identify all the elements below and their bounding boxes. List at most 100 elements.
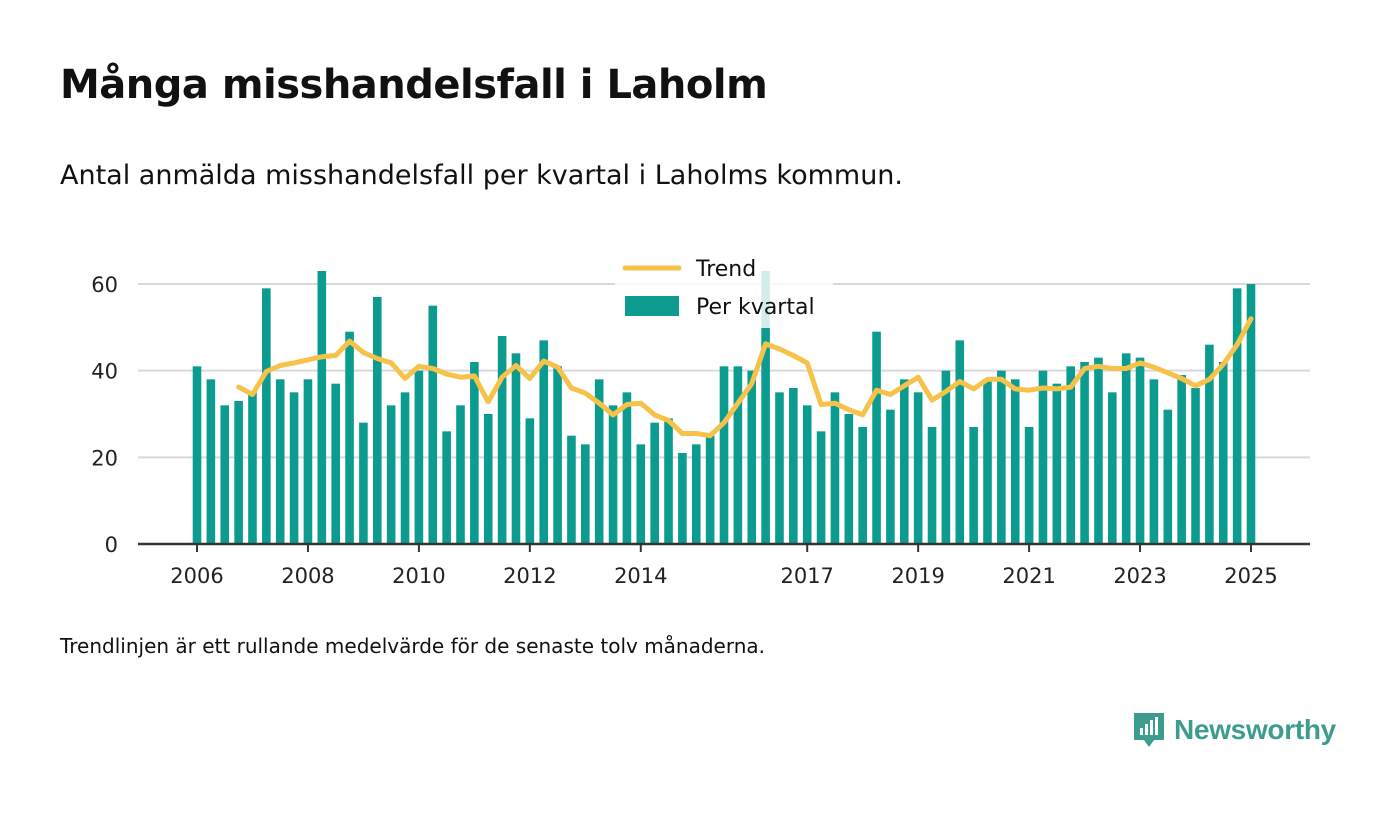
y-tick-label: 40 [91,360,118,384]
x-tick-label: 2023 [1113,564,1166,588]
chart-title: Många misshandelsfall i Laholm [60,62,768,108]
bar [1163,409,1173,544]
bar [872,331,881,544]
bar [789,388,798,544]
bar [553,366,562,544]
bar [1205,344,1214,544]
bar [470,362,479,544]
bar [567,435,576,544]
legend: Trend Per kvartal [615,250,833,328]
legend-trend-label: Trend [695,257,756,282]
bar [525,418,535,544]
bar [317,271,327,544]
trend-footnote: Trendlinjen är ett rullande medelvärde f… [60,634,766,658]
bar [1246,284,1256,544]
bar [581,444,590,544]
legend-bar-swatch [625,296,679,316]
bar [761,271,770,544]
bar [248,392,257,544]
y-tick-label: 60 [91,273,118,297]
bar [511,353,521,544]
bar [234,401,243,544]
bar [428,305,438,544]
bar [913,392,923,544]
bar [830,392,840,544]
x-tick-label: 2025 [1224,564,1277,588]
bar-series [192,271,1256,544]
brand-name: Newsworthy [1174,714,1336,745]
bar [691,444,701,544]
bar [1024,427,1034,544]
trend-line [236,316,1254,439]
bar [372,297,382,544]
bar [1191,388,1200,544]
bar [359,422,368,544]
brand-logo[interactable]: Newsworthy [1132,710,1336,750]
bar [1218,362,1228,544]
bar [331,383,340,544]
bar [345,331,354,544]
bar [275,379,285,544]
x-tick-label: 2008 [281,564,334,588]
bar [844,414,854,544]
bar [386,405,396,544]
x-tick-label: 2014 [614,564,667,588]
bar [747,370,757,544]
bar [1149,379,1159,544]
bar [303,379,313,544]
bar [414,370,424,544]
x-tick-label: 2010 [392,564,445,588]
bar [997,370,1006,544]
bar [983,379,992,544]
bar [1094,357,1103,544]
bar [1135,357,1145,544]
bar [220,405,230,544]
bar [1066,366,1076,544]
bar [927,427,937,544]
bar [1108,392,1117,544]
y-tick-label: 20 [91,446,118,470]
bar [1038,370,1048,544]
x-tick-label: 2012 [503,564,556,588]
bar [1177,375,1186,544]
x-tick-label: 2017 [780,564,833,588]
x-tick-label: 2019 [891,564,944,588]
bar [955,340,965,544]
bar [733,366,743,544]
bar [969,427,978,544]
bar [1052,383,1062,544]
bar [1232,288,1242,544]
bar [622,392,632,544]
bar [594,379,604,544]
bar [289,392,299,544]
bar [608,405,618,544]
bar [678,453,687,544]
bar [802,405,812,544]
bar [899,379,909,544]
chart: 0 20 40 60 2006 2008 2010 2012 2014 2017 2019 2021… [91,250,1310,588]
newsworthy-logo-icon [1134,713,1164,747]
bar [705,435,715,544]
bar [775,392,784,544]
bar [816,431,826,544]
bar [483,414,493,544]
bar [206,379,216,544]
bar [262,288,271,544]
bar [858,427,867,544]
bar [400,392,410,544]
x-tick-label: 2021 [1002,564,1055,588]
y-tick-label: 0 [105,533,118,557]
bar [886,409,895,544]
bar [497,336,507,544]
bar [192,366,202,544]
bar [1080,362,1089,544]
bar [650,422,659,544]
bar [941,370,951,544]
bar [539,340,549,544]
bar [636,444,646,544]
bar [1121,353,1131,544]
y-axis-ticks: 0 20 40 60 [91,273,118,557]
chart-subtitle: Antal anmälda misshandelsfall per kvarta… [60,160,903,191]
x-tick-label: 2006 [170,564,223,588]
bar [719,366,729,544]
